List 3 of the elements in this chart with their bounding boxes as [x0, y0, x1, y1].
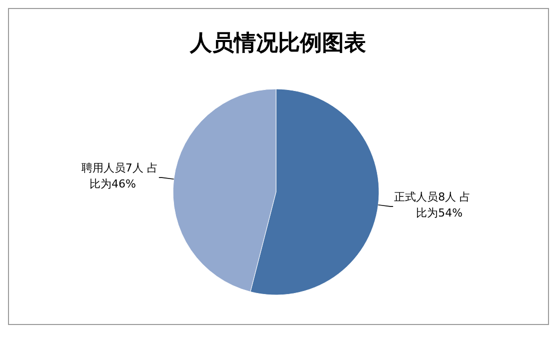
slice-label: 正式人员8人 占比为54% — [394, 190, 471, 220]
slice-label: 聘用人员7人 占比为46% — [81, 162, 158, 191]
chart-title: 人员情况比例图表 — [189, 31, 366, 56]
